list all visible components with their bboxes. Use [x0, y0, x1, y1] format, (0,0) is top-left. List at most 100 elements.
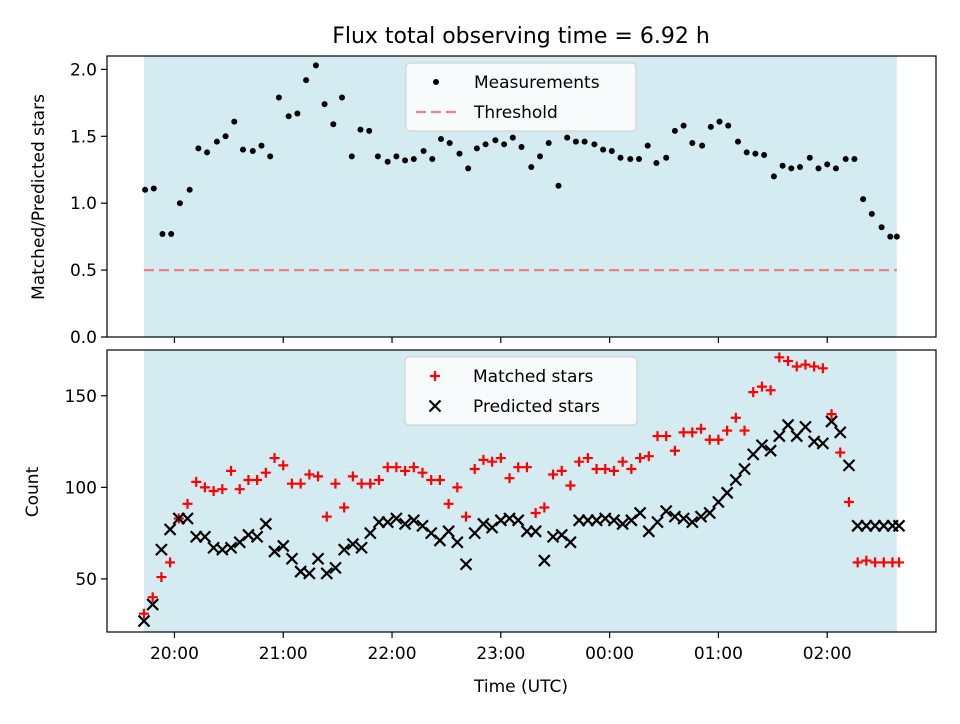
- matched-star-point: [260, 467, 271, 478]
- measurement-point: [176, 200, 183, 207]
- predicted-star-point: [285, 552, 299, 566]
- measurement-point: [743, 149, 750, 156]
- matched-star-point: [783, 355, 794, 366]
- top-panel-legend: Measurements Threshold: [405, 62, 637, 132]
- matched-star-point: [826, 409, 837, 420]
- x-axis-label: Time (UTC): [473, 677, 568, 697]
- matched-star-point: [408, 462, 419, 473]
- measurement-point: [420, 148, 427, 155]
- matched-star-point: [199, 482, 210, 493]
- measurement-point: [330, 121, 337, 128]
- measurement-point: [186, 186, 193, 193]
- matched-star-point: [565, 480, 576, 491]
- measurement-point: [770, 173, 777, 180]
- predicted-star-point: [390, 512, 403, 525]
- measurement-point: [797, 164, 804, 171]
- measurement-point: [195, 145, 202, 152]
- predicted-star-point: [816, 437, 830, 450]
- matched-star-point: [478, 454, 489, 465]
- measurement-point: [492, 137, 499, 144]
- measurement-point: [671, 127, 678, 134]
- matched-star-point: [226, 465, 237, 476]
- matched-star-point: [313, 471, 324, 482]
- matched-star-point: [756, 381, 767, 392]
- predicted-star-point: [407, 514, 421, 527]
- legend-dot-marker: [433, 79, 439, 85]
- predicted-star-point: [825, 415, 838, 428]
- matched-star-point: [138, 608, 149, 619]
- predicted-star-point: [686, 515, 699, 529]
- predicted-star-point: [459, 557, 473, 571]
- measurement-point: [294, 110, 301, 117]
- legend-label: Measurements: [474, 73, 600, 93]
- matched-star-point: [669, 445, 680, 456]
- measurement-point: [591, 141, 598, 148]
- x-tick-label: 20:00: [150, 644, 199, 664]
- measurement-point: [321, 101, 328, 108]
- matched-star-point: [304, 469, 315, 480]
- predicted-star-point: [738, 462, 751, 476]
- matched-star-point: [373, 475, 384, 486]
- predicted-star-point: [346, 537, 360, 551]
- matched-star-point: [400, 465, 411, 476]
- matched-star-point: [661, 431, 672, 442]
- predicted-star-point: [198, 530, 212, 544]
- matched-star-point: [539, 502, 550, 513]
- bottom-panel-legend: Matched stars Predicted stars: [404, 356, 638, 426]
- measurement-point: [581, 138, 588, 145]
- matched-star-point: [704, 434, 715, 445]
- matched-star-point: [234, 484, 245, 495]
- matched-star-point: [330, 478, 341, 489]
- matched-star-point: [835, 447, 846, 458]
- predicted-star-point: [511, 514, 525, 527]
- predicted-star-point: [355, 541, 368, 555]
- matched-star-point: [687, 427, 698, 438]
- matched-star-point: [461, 511, 472, 522]
- predicted-star-point: [633, 506, 647, 520]
- measurement-point: [725, 122, 732, 129]
- measurement-point: [446, 139, 453, 146]
- matched-star-point: [643, 451, 654, 462]
- predicted-star-point: [155, 543, 168, 556]
- matched-star-point: [809, 361, 820, 372]
- measurement-point: [213, 138, 220, 145]
- measurement-point: [437, 135, 444, 142]
- matched-star-point: [548, 469, 559, 480]
- predicted-star-point: [250, 530, 264, 544]
- measurement-point: [374, 153, 381, 160]
- predicted-star-point: [764, 444, 777, 457]
- bottom-panel-y-tick-label: 50: [75, 570, 97, 590]
- matched-star-point: [182, 498, 193, 509]
- measurement-point: [393, 153, 400, 160]
- chart-title: Flux total observing time = 6.92 h: [332, 24, 710, 49]
- predicted-star-point: [181, 512, 194, 525]
- x-tick-label: 21:00: [259, 644, 308, 664]
- measurement-point: [842, 156, 849, 163]
- matched-star-point: [521, 462, 532, 473]
- bottom-panel-series-matched-stars: [138, 352, 905, 619]
- top-panel-y-tick-label: 1.5: [70, 127, 97, 147]
- legend-label: Predicted stars: [473, 397, 600, 417]
- measurement-point: [680, 122, 687, 129]
- measurement-point: [824, 161, 831, 168]
- bottom-panel-y-tick-label: 150: [65, 387, 97, 407]
- x-tick-label: 02:00: [803, 644, 852, 664]
- measurement-point: [275, 94, 282, 101]
- measurement-point: [564, 134, 571, 141]
- measurement-point: [456, 150, 463, 157]
- x-tick-label: 22:00: [368, 644, 417, 664]
- top-panel-y-tick-label: 0.0: [70, 328, 97, 348]
- matched-star-point: [791, 361, 802, 372]
- matched-star-point: [800, 359, 811, 370]
- predicted-star-point: [538, 554, 551, 567]
- matched-star-point: [765, 385, 776, 396]
- matched-star-point: [530, 507, 541, 518]
- legend-label: Threshold: [473, 103, 558, 123]
- top-panel-y-tick-label: 1.0: [70, 194, 97, 214]
- matched-star-point: [434, 475, 445, 486]
- matched-star-point: [843, 496, 854, 507]
- legend-x-marker: [428, 399, 442, 413]
- matched-star-point: [208, 486, 219, 496]
- matched-star-point: [513, 462, 524, 473]
- predicted-star-point: [320, 567, 334, 580]
